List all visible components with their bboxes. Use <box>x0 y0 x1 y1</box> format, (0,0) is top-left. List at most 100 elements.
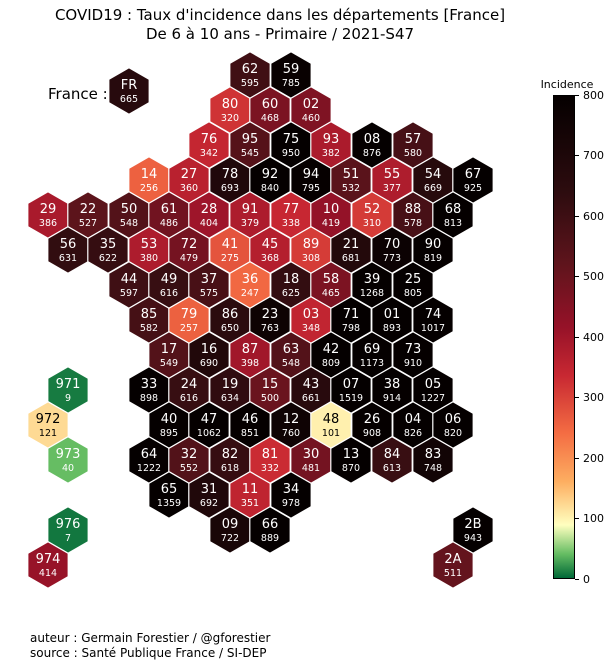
france-label: France : <box>48 85 108 103</box>
hex-value-61: 486 <box>160 218 178 229</box>
hex-value-04: 826 <box>404 428 422 439</box>
hex-code-35: 35 <box>100 237 117 252</box>
hex-value-47: 1062 <box>197 428 221 439</box>
hex-value-83: 748 <box>424 463 442 474</box>
hex-value-84: 613 <box>383 463 401 474</box>
hex-value-92: 840 <box>261 183 279 194</box>
hex-code-2A: 2A <box>444 552 461 567</box>
chart-title-line1: COVID19 : Taux d'incidence dans les dépa… <box>54 6 506 24</box>
hex-code-44: 44 <box>121 272 138 287</box>
chart-title-line2: De 6 à 10 ans - Primaire / 2021-S47 <box>145 25 415 43</box>
hex-code-65: 65 <box>161 482 178 497</box>
hex-code-54: 54 <box>425 167 442 182</box>
hex-value-05: 1227 <box>421 393 445 404</box>
hex-value-26: 908 <box>363 428 381 439</box>
hex-code-25: 25 <box>405 272 422 287</box>
hex-code-36: 36 <box>242 272 259 287</box>
hex-code-60: 60 <box>262 97 279 112</box>
hex-value-38: 914 <box>383 393 401 404</box>
hex-code-26: 26 <box>364 412 381 427</box>
hex-value-48: 101 <box>322 428 340 439</box>
hex-value-52: 310 <box>363 218 381 229</box>
hex-value-01: 893 <box>383 323 401 334</box>
colorbar-title: Incidence <box>540 78 594 91</box>
hex-code-973: 973 <box>56 447 81 462</box>
hex-code-33: 33 <box>141 377 158 392</box>
hex-code-56: 56 <box>60 237 77 252</box>
hex-code-92: 92 <box>262 167 279 182</box>
hex-code-72: 72 <box>181 237 198 252</box>
hex-value-64: 1222 <box>137 463 161 474</box>
hex-code-61: 61 <box>161 202 178 217</box>
hex-value-55: 377 <box>383 183 401 194</box>
hex-code-52: 52 <box>364 202 381 217</box>
hex-value-11: 351 <box>241 498 259 509</box>
hex-code-94: 94 <box>303 167 320 182</box>
hex-value-75: 950 <box>282 148 300 159</box>
hex-value-77: 338 <box>282 218 300 229</box>
hex-code-37: 37 <box>201 272 218 287</box>
hex-code-11: 11 <box>242 482 259 497</box>
hex-value-93: 382 <box>322 148 340 159</box>
hex-value-43: 661 <box>302 393 320 404</box>
hex-code-2B: 2B <box>464 517 481 532</box>
hex-value-03: 348 <box>302 323 320 334</box>
hex-code-71: 71 <box>343 307 360 322</box>
hex-code-32: 32 <box>181 447 198 462</box>
hex-value-79: 257 <box>180 323 198 334</box>
hex-value-82: 618 <box>221 463 239 474</box>
hex-code-31: 31 <box>201 482 218 497</box>
hex-code-67: 67 <box>465 167 482 182</box>
hex-value-36: 247 <box>241 288 259 299</box>
hex-code-03: 03 <box>303 307 320 322</box>
hex-code-21: 21 <box>343 237 360 252</box>
hex-code-23: 23 <box>262 307 279 322</box>
hex-code-91: 91 <box>242 202 259 217</box>
hex-code-14: 14 <box>141 167 158 182</box>
hex-code-02: 02 <box>303 97 320 112</box>
hex-code-19: 19 <box>222 377 239 392</box>
hex-code-FR: FR <box>121 78 138 93</box>
hex-value-FR: 665 <box>120 94 138 105</box>
hex-value-66: 889 <box>261 533 279 544</box>
hex-value-51: 532 <box>342 183 360 194</box>
hex-code-42: 42 <box>323 342 340 357</box>
hex-value-44: 597 <box>120 288 138 299</box>
hex-value-86: 650 <box>221 323 239 334</box>
hex-code-95: 95 <box>242 132 259 147</box>
hex-code-13: 13 <box>343 447 360 462</box>
hex-code-76: 76 <box>201 132 218 147</box>
hex-code-40: 40 <box>161 412 178 427</box>
hex-value-91: 379 <box>241 218 259 229</box>
hex-code-78: 78 <box>222 167 239 182</box>
hex-value-33: 898 <box>140 393 158 404</box>
hex-value-12: 760 <box>282 428 300 439</box>
hex-value-73: 910 <box>404 358 422 369</box>
hex-code-34: 34 <box>283 482 300 497</box>
hex-code-75: 75 <box>283 132 300 147</box>
hex-value-971: 9 <box>65 393 71 404</box>
hex-code-80: 80 <box>222 97 239 112</box>
hex-value-06: 820 <box>444 428 462 439</box>
hex-code-09: 09 <box>222 517 239 532</box>
hex-value-67: 925 <box>464 183 482 194</box>
hex-code-06: 06 <box>445 412 462 427</box>
hex-value-08: 876 <box>363 148 381 159</box>
